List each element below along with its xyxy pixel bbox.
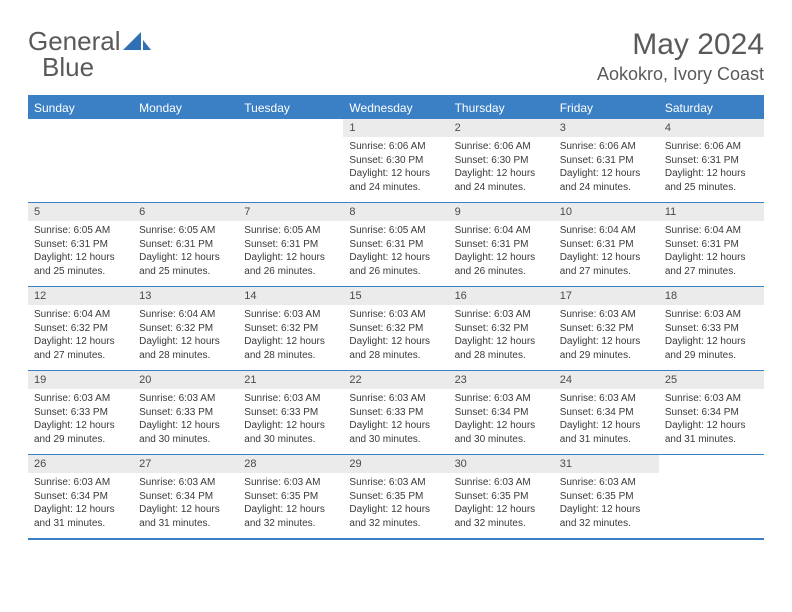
day-content-cell: Sunrise: 6:03 AMSunset: 6:32 PMDaylight:… xyxy=(238,305,343,371)
content-row: Sunrise: 6:03 AMSunset: 6:33 PMDaylight:… xyxy=(28,389,764,455)
day-number-cell: 21 xyxy=(238,371,343,390)
day-number-cell: 23 xyxy=(449,371,554,390)
day-number-cell: 14 xyxy=(238,287,343,306)
day-number-cell: 1 xyxy=(343,119,448,137)
day-number-cell: 25 xyxy=(659,371,764,390)
day-content-cell xyxy=(133,137,238,203)
weekday-header: Tuesday xyxy=(238,96,343,119)
day-content-cell: Sunrise: 6:06 AMSunset: 6:30 PMDaylight:… xyxy=(449,137,554,203)
day-number-cell: 20 xyxy=(133,371,238,390)
day-number-cell: 7 xyxy=(238,203,343,222)
content-row: Sunrise: 6:06 AMSunset: 6:30 PMDaylight:… xyxy=(28,137,764,203)
day-content-cell: Sunrise: 6:03 AMSunset: 6:32 PMDaylight:… xyxy=(554,305,659,371)
day-number-cell: 9 xyxy=(449,203,554,222)
day-content-cell xyxy=(238,137,343,203)
day-content-cell: Sunrise: 6:03 AMSunset: 6:34 PMDaylight:… xyxy=(133,473,238,539)
sail-icon xyxy=(123,28,151,48)
day-content-cell: Sunrise: 6:05 AMSunset: 6:31 PMDaylight:… xyxy=(343,221,448,287)
daynum-row: 262728293031 xyxy=(28,455,764,474)
day-number-cell xyxy=(28,119,133,137)
day-number-cell: 28 xyxy=(238,455,343,474)
day-number-cell: 2 xyxy=(449,119,554,137)
day-number-cell: 19 xyxy=(28,371,133,390)
day-content-cell: Sunrise: 6:06 AMSunset: 6:30 PMDaylight:… xyxy=(343,137,448,203)
day-content-cell: Sunrise: 6:05 AMSunset: 6:31 PMDaylight:… xyxy=(133,221,238,287)
logo-text-blue: Blue xyxy=(42,52,94,82)
day-content-cell: Sunrise: 6:03 AMSunset: 6:35 PMDaylight:… xyxy=(238,473,343,539)
weekday-header: Saturday xyxy=(659,96,764,119)
day-content-cell: Sunrise: 6:06 AMSunset: 6:31 PMDaylight:… xyxy=(554,137,659,203)
day-number-cell xyxy=(659,455,764,474)
weekday-header: Wednesday xyxy=(343,96,448,119)
daynum-row: 19202122232425 xyxy=(28,371,764,390)
day-number-cell: 22 xyxy=(343,371,448,390)
day-number-cell: 27 xyxy=(133,455,238,474)
day-content-cell: Sunrise: 6:04 AMSunset: 6:31 PMDaylight:… xyxy=(659,221,764,287)
month-title: May 2024 xyxy=(597,28,764,62)
day-number-cell: 11 xyxy=(659,203,764,222)
day-number-cell: 17 xyxy=(554,287,659,306)
day-number-cell: 30 xyxy=(449,455,554,474)
calendar-table: SundayMondayTuesdayWednesdayThursdayFrid… xyxy=(28,95,764,540)
day-content-cell: Sunrise: 6:03 AMSunset: 6:33 PMDaylight:… xyxy=(133,389,238,455)
day-content-cell xyxy=(28,137,133,203)
day-number-cell: 3 xyxy=(554,119,659,137)
content-row: Sunrise: 6:03 AMSunset: 6:34 PMDaylight:… xyxy=(28,473,764,539)
day-content-cell: Sunrise: 6:03 AMSunset: 6:33 PMDaylight:… xyxy=(343,389,448,455)
day-number-cell: 16 xyxy=(449,287,554,306)
weekday-header: Sunday xyxy=(28,96,133,119)
day-number-cell: 4 xyxy=(659,119,764,137)
day-content-cell: Sunrise: 6:03 AMSunset: 6:32 PMDaylight:… xyxy=(343,305,448,371)
daynum-row: 1234 xyxy=(28,119,764,137)
weekday-header: Monday xyxy=(133,96,238,119)
calendar-body: 1234 Sunrise: 6:06 AMSunset: 6:30 PMDayl… xyxy=(28,119,764,539)
day-content-cell: Sunrise: 6:03 AMSunset: 6:33 PMDaylight:… xyxy=(28,389,133,455)
calendar-head: SundayMondayTuesdayWednesdayThursdayFrid… xyxy=(28,96,764,119)
day-content-cell: Sunrise: 6:05 AMSunset: 6:31 PMDaylight:… xyxy=(28,221,133,287)
day-content-cell: Sunrise: 6:03 AMSunset: 6:32 PMDaylight:… xyxy=(449,305,554,371)
day-content-cell: Sunrise: 6:03 AMSunset: 6:34 PMDaylight:… xyxy=(554,389,659,455)
day-number-cell: 15 xyxy=(343,287,448,306)
header: GeneralBlue May 2024 Aokokro, Ivory Coas… xyxy=(28,28,764,85)
day-number-cell: 18 xyxy=(659,287,764,306)
day-content-cell: Sunrise: 6:03 AMSunset: 6:35 PMDaylight:… xyxy=(554,473,659,539)
day-content-cell: Sunrise: 6:03 AMSunset: 6:33 PMDaylight:… xyxy=(238,389,343,455)
day-content-cell: Sunrise: 6:04 AMSunset: 6:31 PMDaylight:… xyxy=(554,221,659,287)
day-number-cell: 29 xyxy=(343,455,448,474)
day-number-cell: 13 xyxy=(133,287,238,306)
weekday-header: Thursday xyxy=(449,96,554,119)
day-number-cell: 10 xyxy=(554,203,659,222)
day-content-cell: Sunrise: 6:06 AMSunset: 6:31 PMDaylight:… xyxy=(659,137,764,203)
day-number-cell: 5 xyxy=(28,203,133,222)
day-content-cell: Sunrise: 6:03 AMSunset: 6:33 PMDaylight:… xyxy=(659,305,764,371)
day-number-cell xyxy=(133,119,238,137)
day-content-cell: Sunrise: 6:03 AMSunset: 6:35 PMDaylight:… xyxy=(343,473,448,539)
content-row: Sunrise: 6:05 AMSunset: 6:31 PMDaylight:… xyxy=(28,221,764,287)
day-number-cell: 26 xyxy=(28,455,133,474)
weekday-header: Friday xyxy=(554,96,659,119)
day-number-cell: 24 xyxy=(554,371,659,390)
location: Aokokro, Ivory Coast xyxy=(597,64,764,85)
day-content-cell: Sunrise: 6:03 AMSunset: 6:34 PMDaylight:… xyxy=(449,389,554,455)
day-content-cell: Sunrise: 6:05 AMSunset: 6:31 PMDaylight:… xyxy=(238,221,343,287)
content-row: Sunrise: 6:04 AMSunset: 6:32 PMDaylight:… xyxy=(28,305,764,371)
day-number-cell: 12 xyxy=(28,287,133,306)
day-content-cell xyxy=(659,473,764,539)
daynum-row: 12131415161718 xyxy=(28,287,764,306)
title-block: May 2024 Aokokro, Ivory Coast xyxy=(597,28,764,85)
day-content-cell: Sunrise: 6:03 AMSunset: 6:35 PMDaylight:… xyxy=(449,473,554,539)
day-number-cell xyxy=(238,119,343,137)
day-number-cell: 8 xyxy=(343,203,448,222)
day-number-cell: 31 xyxy=(554,455,659,474)
day-content-cell: Sunrise: 6:03 AMSunset: 6:34 PMDaylight:… xyxy=(28,473,133,539)
page: GeneralBlue May 2024 Aokokro, Ivory Coas… xyxy=(0,0,792,540)
day-content-cell: Sunrise: 6:04 AMSunset: 6:31 PMDaylight:… xyxy=(449,221,554,287)
logo: GeneralBlue xyxy=(28,28,151,80)
day-content-cell: Sunrise: 6:04 AMSunset: 6:32 PMDaylight:… xyxy=(133,305,238,371)
day-content-cell: Sunrise: 6:03 AMSunset: 6:34 PMDaylight:… xyxy=(659,389,764,455)
day-content-cell: Sunrise: 6:04 AMSunset: 6:32 PMDaylight:… xyxy=(28,305,133,371)
daynum-row: 567891011 xyxy=(28,203,764,222)
day-number-cell: 6 xyxy=(133,203,238,222)
